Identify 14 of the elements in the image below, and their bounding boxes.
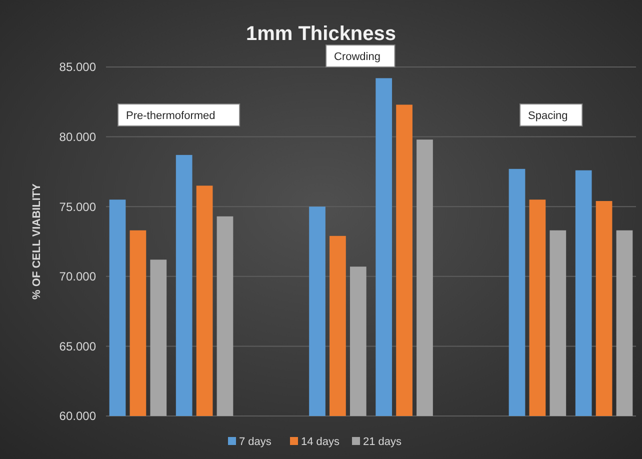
text: Crowding [334, 51, 380, 63]
legend-label: 7 days [239, 436, 272, 448]
y-tick-label: 70.000 [59, 270, 96, 284]
annotation: Spacing [528, 110, 568, 122]
y-tick-label: 80.000 [59, 130, 96, 144]
chart-title: 1mm Thickness [246, 23, 396, 45]
y-axis-title: % OF CELL VIABILITY [31, 182, 43, 300]
y-tick-label: 65.000 [59, 339, 96, 354]
y-tick-label: 60.000 [59, 409, 96, 424]
legend-label: 21 days [363, 436, 402, 448]
annotation: Pre-thermoformed [126, 110, 216, 122]
y-tick-label: 85.000 [59, 60, 96, 74]
legend-label: 14 days [301, 436, 340, 448]
y-tick-label: 75.000 [59, 200, 96, 214]
